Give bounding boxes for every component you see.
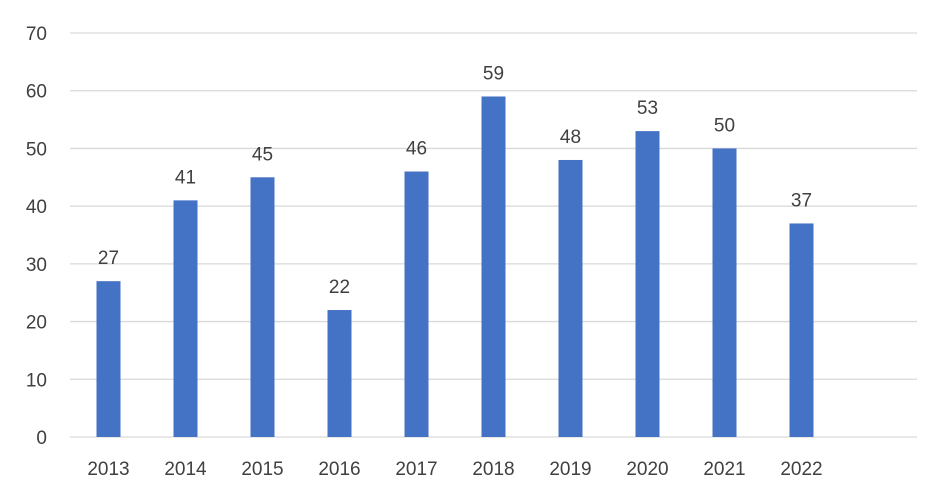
x-tick-label: 2018 xyxy=(472,459,514,480)
x-tick-label: 2013 xyxy=(87,459,129,480)
data-label: 22 xyxy=(329,277,350,298)
data-label: 59 xyxy=(483,63,504,84)
y-tick-label: 50 xyxy=(26,139,47,160)
x-tick-label: 2020 xyxy=(626,459,668,480)
bar xyxy=(635,131,660,437)
y-tick-label: 60 xyxy=(26,82,47,103)
bar xyxy=(712,148,737,437)
y-tick-label: 10 xyxy=(26,370,47,391)
bar xyxy=(558,159,583,437)
data-label: 46 xyxy=(406,139,427,160)
data-label: 41 xyxy=(175,167,196,188)
data-label: 53 xyxy=(637,98,658,119)
bar xyxy=(404,171,429,437)
x-tick-label: 2016 xyxy=(318,459,360,480)
x-tick-label: 2015 xyxy=(241,459,283,480)
data-label: 37 xyxy=(791,190,812,211)
data-label: 45 xyxy=(252,144,273,165)
x-tick-label: 2014 xyxy=(164,459,207,480)
y-tick-label: 0 xyxy=(36,428,47,449)
data-label: 27 xyxy=(98,248,119,269)
x-tick-label: 2021 xyxy=(703,459,745,480)
y-tick-label: 20 xyxy=(26,313,47,334)
y-tick-label: 70 xyxy=(26,24,47,45)
x-axis-ticks: 2013 2014 2015 2016 2017 2018 2019 2020 2021 2022 xyxy=(87,459,822,480)
data-label: 50 xyxy=(714,115,735,136)
data-label: 48 xyxy=(560,127,581,148)
bar xyxy=(250,177,275,438)
bar xyxy=(481,96,506,437)
bar xyxy=(96,281,121,437)
x-tick-label: 2019 xyxy=(549,459,591,480)
y-tick-label: 40 xyxy=(26,197,47,218)
y-axis-ticks: 0 10 20 30 40 50 60 70 xyxy=(26,24,47,449)
bar xyxy=(327,310,352,437)
bar xyxy=(173,200,198,437)
bar xyxy=(789,223,814,437)
data-labels: 27 41 45 22 46 59 48 53 50 37 xyxy=(98,63,812,298)
x-tick-label: 2022 xyxy=(780,459,822,480)
y-tick-label: 30 xyxy=(26,255,47,276)
bars xyxy=(96,96,814,438)
x-tick-label: 2017 xyxy=(395,459,437,480)
